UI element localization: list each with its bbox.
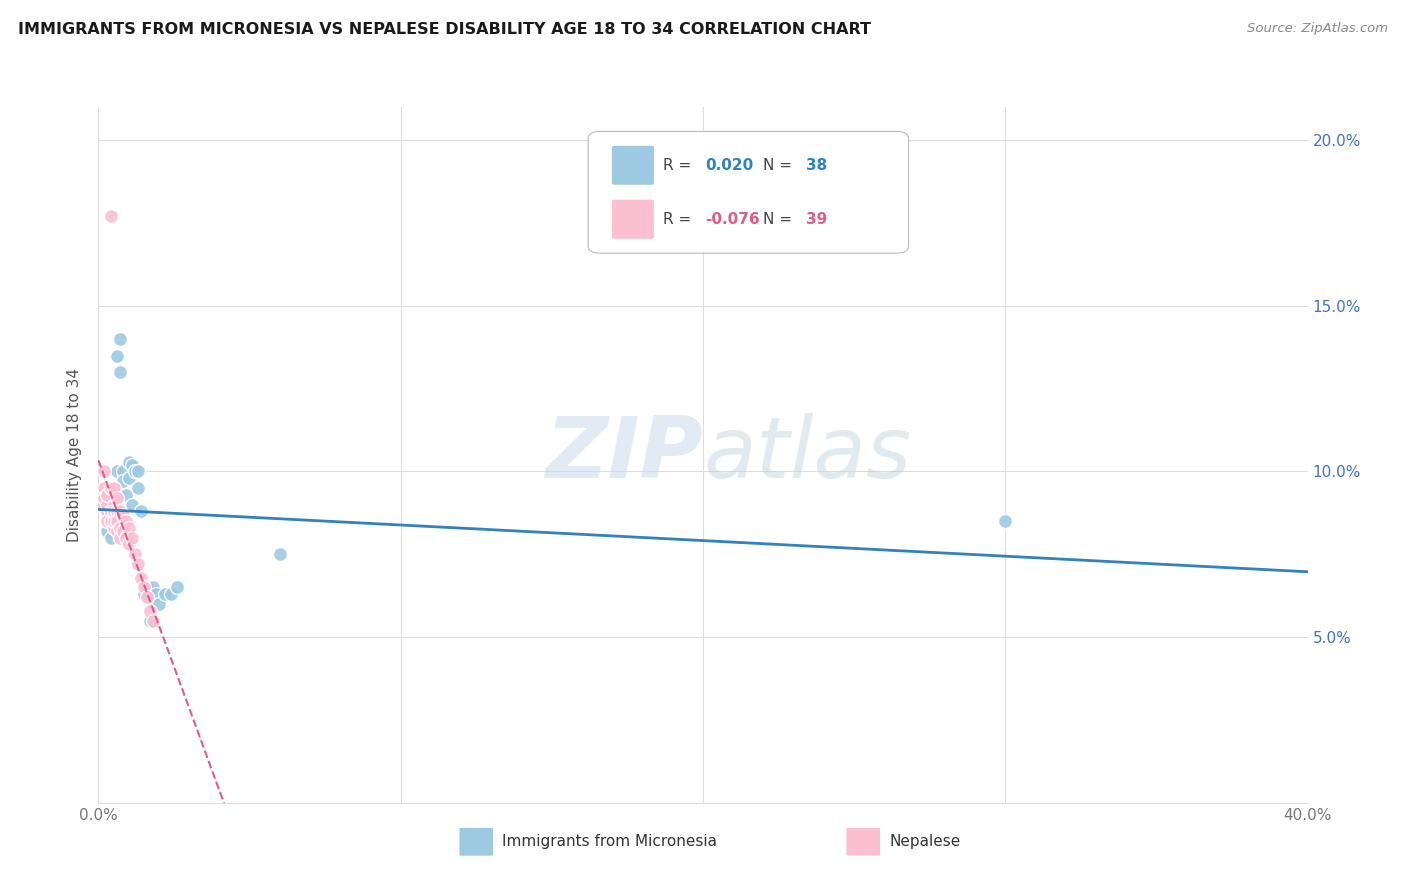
Point: [118, 521, 141, 535]
Point: [135, 591, 157, 605]
Point: [121, 531, 143, 545]
Point: [100, 514, 122, 528]
Point: [100, 504, 122, 518]
Point: [103, 498, 125, 512]
Point: [108, 531, 131, 545]
Text: Immigrants from Micronesia: Immigrants from Micronesia: [502, 834, 717, 849]
Text: Nepalese: Nepalese: [889, 834, 960, 849]
Text: ZIP: ZIP: [546, 413, 703, 497]
Point: [93, 491, 115, 505]
Point: [121, 458, 143, 472]
Point: [129, 570, 152, 584]
Point: [96, 524, 118, 538]
Point: [135, 581, 157, 595]
Point: [100, 210, 122, 224]
Text: 39: 39: [806, 211, 827, 227]
Point: [103, 504, 125, 518]
Point: [108, 504, 131, 518]
Point: [96, 504, 118, 518]
Point: [96, 504, 118, 518]
Point: [100, 481, 122, 495]
Text: R =: R =: [664, 158, 696, 173]
Point: [90, 498, 112, 512]
FancyBboxPatch shape: [612, 199, 655, 239]
Point: [96, 488, 118, 502]
Point: [132, 587, 155, 601]
FancyBboxPatch shape: [588, 131, 908, 253]
Point: [103, 521, 125, 535]
FancyBboxPatch shape: [612, 145, 655, 186]
Point: [142, 614, 165, 628]
Text: atlas: atlas: [703, 413, 911, 497]
Point: [103, 508, 125, 522]
Point: [108, 514, 131, 528]
FancyBboxPatch shape: [845, 827, 880, 856]
Text: N =: N =: [763, 211, 797, 227]
Text: IMMIGRANTS FROM MICRONESIA VS NEPALESE DISABILITY AGE 18 TO 34 CORRELATION CHART: IMMIGRANTS FROM MICRONESIA VS NEPALESE D…: [18, 22, 872, 37]
Point: [93, 481, 115, 495]
Point: [100, 514, 122, 528]
Point: [96, 498, 118, 512]
Point: [118, 454, 141, 468]
FancyBboxPatch shape: [458, 827, 494, 856]
Point: [269, 547, 291, 561]
Point: [124, 465, 146, 479]
Point: [139, 614, 162, 628]
Point: [108, 365, 131, 379]
Point: [124, 547, 146, 561]
Point: [127, 481, 149, 495]
Point: [105, 524, 128, 538]
Text: -0.076: -0.076: [706, 211, 761, 227]
Point: [111, 524, 134, 538]
Y-axis label: Disability Age 18 to 34: Disability Age 18 to 34: [67, 368, 83, 542]
Text: R =: R =: [664, 211, 696, 227]
Point: [111, 508, 134, 522]
Point: [103, 521, 125, 535]
Point: [93, 465, 115, 479]
Text: 0.020: 0.020: [706, 158, 754, 173]
Point: [160, 587, 183, 601]
Point: [114, 514, 136, 528]
Point: [103, 508, 125, 522]
Point: [145, 587, 167, 601]
Point: [114, 531, 136, 545]
Point: [118, 471, 141, 485]
Point: [111, 475, 134, 489]
Point: [127, 558, 149, 572]
Point: [100, 491, 122, 505]
Point: [105, 491, 128, 505]
Point: [139, 604, 162, 618]
Point: [118, 537, 141, 551]
Point: [121, 498, 143, 512]
Point: [108, 332, 131, 346]
Point: [166, 581, 188, 595]
Point: [127, 465, 149, 479]
Point: [103, 481, 125, 495]
Point: [994, 514, 1017, 528]
Point: [114, 488, 136, 502]
Point: [105, 504, 128, 518]
Point: [103, 498, 125, 512]
Point: [111, 465, 134, 479]
Point: [100, 531, 122, 545]
Point: [153, 587, 176, 601]
Point: [148, 597, 170, 611]
Text: 38: 38: [806, 158, 827, 173]
Point: [105, 498, 128, 512]
Point: [103, 481, 125, 495]
Point: [142, 581, 165, 595]
Point: [105, 349, 128, 363]
Point: [132, 581, 155, 595]
Point: [96, 514, 118, 528]
Point: [105, 514, 128, 528]
Text: N =: N =: [763, 158, 797, 173]
Point: [105, 465, 128, 479]
Text: Source: ZipAtlas.com: Source: ZipAtlas.com: [1247, 22, 1388, 36]
Point: [129, 504, 152, 518]
Point: [103, 514, 125, 528]
Point: [114, 531, 136, 545]
Point: [108, 521, 131, 535]
